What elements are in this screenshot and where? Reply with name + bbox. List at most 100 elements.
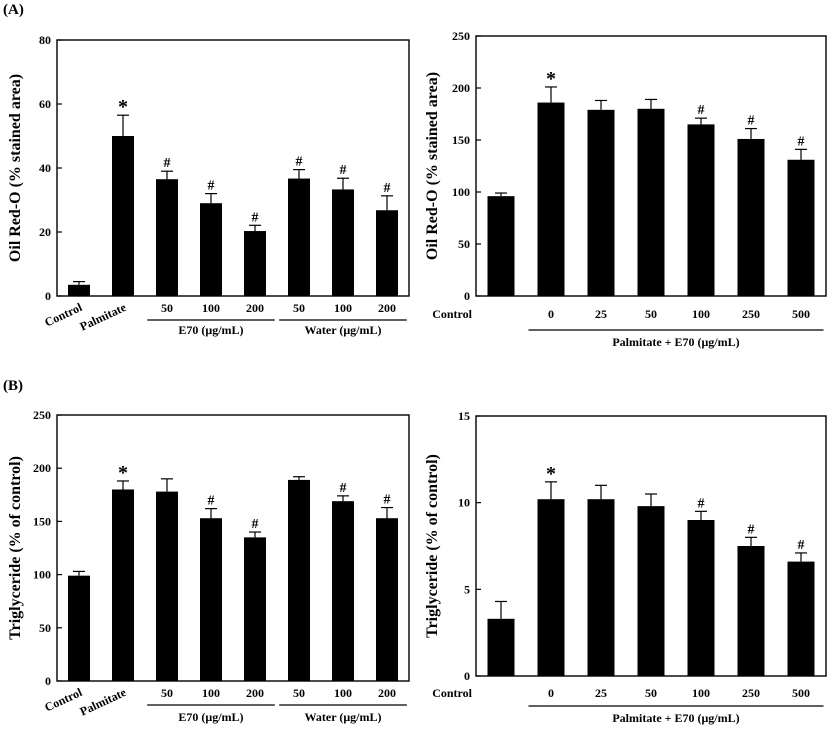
y-axis-label: Triglyceride (% of control) [424, 454, 441, 638]
bar [332, 501, 354, 681]
bar [68, 575, 90, 681]
category-label: Palmitate [78, 685, 129, 719]
category-label: Control [432, 686, 472, 700]
bar [244, 231, 266, 296]
significance-hash: # [208, 494, 215, 509]
bar [200, 203, 222, 296]
bar [737, 546, 765, 676]
y-tick-label: 10 [458, 496, 470, 510]
y-tick-label: 100 [33, 568, 51, 582]
y-tick-label: 250 [452, 29, 470, 43]
significance-star: * [546, 68, 556, 90]
category-label: 500 [792, 686, 810, 700]
y-tick-label: 200 [33, 461, 51, 475]
category-label: 0 [548, 686, 554, 700]
bar [637, 506, 665, 676]
category-label: 50 [645, 686, 657, 700]
category-label: 25 [595, 686, 607, 700]
y-tick-label: 150 [33, 514, 51, 528]
significance-hash: # [252, 210, 259, 225]
y-tick-label: 40 [39, 161, 51, 175]
bar [787, 561, 815, 676]
category-label: 50 [645, 307, 657, 321]
bar [376, 210, 398, 296]
significance-hash: # [698, 496, 705, 511]
significance-hash: # [208, 179, 215, 194]
category-label: 500 [792, 307, 810, 321]
significance-hash: # [340, 163, 347, 178]
y-tick-label: 50 [39, 621, 51, 635]
y-axis-label: Oil Red-O (% stained area) [424, 72, 441, 260]
group-label: E70 (μg/mL) [178, 323, 243, 337]
y-tick-label: 5 [464, 582, 470, 596]
y-axis-label: Oil Red-O (% stained area) [7, 74, 24, 262]
bar [687, 520, 715, 676]
category-label: 200 [378, 686, 396, 700]
bar [637, 108, 665, 296]
bar [244, 537, 266, 681]
bar [737, 138, 765, 296]
category-label: 50 [161, 686, 173, 700]
category-label: Control [42, 300, 85, 330]
bar [112, 489, 134, 681]
bar [587, 499, 615, 676]
category-label: 100 [334, 686, 352, 700]
y-tick-label: 0 [464, 289, 470, 303]
group-label: Palmitate + E70 (μg/mL) [612, 335, 739, 349]
significance-hash: # [798, 134, 805, 149]
bar [687, 124, 715, 297]
y-tick-label: 150 [452, 133, 470, 147]
significance-star: * [118, 462, 128, 484]
significance-hash: # [798, 538, 805, 553]
y-tick-label: 250 [33, 408, 51, 422]
chart-a-right: 0 50 100 150 200 250 Control * 0 25 50 #100 #250 #500… [424, 29, 827, 349]
bar [587, 109, 615, 296]
category-label: Control [42, 685, 85, 715]
panel-label-b: (B) [3, 378, 23, 394]
axes-frame [475, 415, 827, 677]
bar [487, 618, 515, 676]
category-label: Control [432, 307, 472, 321]
significance-hash: # [252, 517, 259, 532]
bar [68, 284, 90, 296]
axes-frame [475, 35, 827, 297]
significance-hash: # [164, 156, 171, 171]
chart-a-left: 0 20 40 60 80 Control * Palmitate #50 #100 #200 #50… [7, 33, 410, 337]
y-tick-label: 0 [45, 289, 51, 303]
significance-hash: # [384, 493, 391, 508]
category-label: 100 [692, 686, 710, 700]
bar [787, 159, 815, 296]
category-label: 250 [742, 686, 760, 700]
category-label: Palmitate [78, 300, 129, 334]
y-tick-label: 200 [452, 81, 470, 95]
bar [288, 178, 310, 296]
bar [156, 491, 178, 681]
bar [537, 102, 565, 296]
category-label: 200 [246, 301, 264, 315]
group-label: Palmitate + E70 (μg/mL) [612, 711, 739, 725]
axes-frame [56, 414, 410, 682]
category-label: 100 [334, 301, 352, 315]
y-tick-label: 50 [458, 237, 470, 251]
y-tick-label: 80 [39, 33, 51, 47]
significance-hash: # [296, 155, 303, 170]
panel-label-a: (A) [3, 2, 24, 18]
category-label: 0 [548, 307, 554, 321]
significance-hash: # [748, 522, 755, 537]
group-label: Water (μg/mL) [305, 323, 382, 337]
category-label: 250 [742, 307, 760, 321]
category-label: 50 [293, 301, 305, 315]
significance-hash: # [384, 181, 391, 196]
y-axis-label: Triglyceride (% of control) [7, 456, 24, 640]
bar [487, 196, 515, 296]
significance-star: * [546, 463, 556, 485]
category-label: 100 [202, 686, 220, 700]
y-tick-label: 0 [464, 669, 470, 683]
y-tick-label: 20 [39, 225, 51, 239]
chart-b-right: 0 5 10 15 Control * 0 25 50 #100 #250 #500 Palmitate… [424, 409, 827, 725]
bar [332, 189, 354, 296]
significance-hash: # [340, 481, 347, 496]
axes-frame [56, 39, 410, 297]
y-tick-label: 60 [39, 97, 51, 111]
